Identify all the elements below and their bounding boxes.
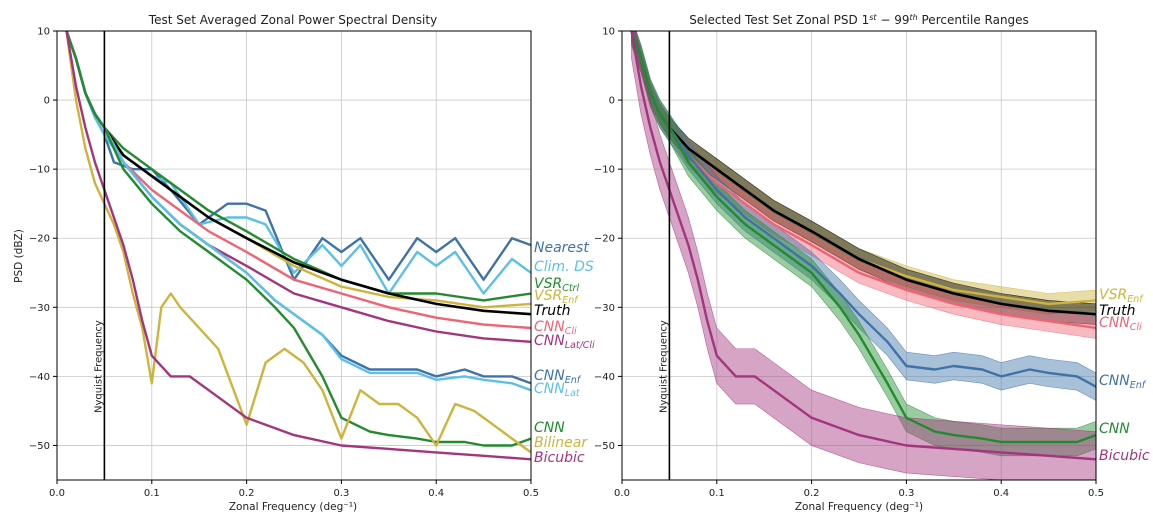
y-tick-label: −40 bbox=[29, 372, 50, 383]
chart-title: Test Set Averaged Zonal Power Spectral D… bbox=[148, 13, 437, 27]
y-tick-label: 0 bbox=[44, 96, 50, 107]
plot-frame bbox=[621, 30, 1097, 481]
chart-left: Test Set Averaged Zonal Power Spectral D… bbox=[13, 13, 595, 513]
nyquist-label: Nyquist Frequency bbox=[658, 320, 669, 413]
series-line-bilinear bbox=[65, 31, 531, 454]
series-line-bicubic bbox=[65, 31, 531, 461]
y-tick-label: −50 bbox=[29, 441, 50, 452]
legend-label-vsr-enf: VSREnf bbox=[1099, 287, 1144, 305]
legend-label-truth: Truth bbox=[1099, 303, 1135, 319]
series-line-cnn bbox=[65, 31, 531, 447]
y-tick-label: −30 bbox=[594, 303, 615, 314]
legend-label-bicubic: Bicubic bbox=[534, 450, 585, 466]
legend-label-cnn: CNN bbox=[534, 420, 565, 436]
legend-label-bicubic: Bicubic bbox=[1099, 448, 1150, 464]
plot-area bbox=[65, 31, 531, 461]
x-tick-label: 0.3 bbox=[898, 488, 914, 499]
x-tick-label: 0.0 bbox=[614, 488, 630, 499]
legend-label-cnn-lat: CNNLat bbox=[534, 381, 581, 399]
legend-label-cnn-cli: CNNCli bbox=[1099, 315, 1142, 333]
x-tick-label: 0.3 bbox=[333, 488, 349, 499]
legend-label-cnn-lat-cli: CNNLat/Cli bbox=[534, 333, 595, 351]
x-tick-label: 0.2 bbox=[804, 488, 820, 499]
legend-label-cnn-enf: CNNEnf bbox=[1099, 373, 1147, 391]
chart-title: Selected Test Set Zonal PSD 1st − 99th P… bbox=[689, 13, 1029, 27]
x-tick-label: 0.1 bbox=[709, 488, 725, 499]
legend-label-truth: Truth bbox=[534, 303, 570, 319]
x-tick-label: 0.4 bbox=[993, 488, 1009, 499]
x-tick-label: 0.5 bbox=[1088, 488, 1104, 499]
series-line-nearest bbox=[65, 31, 531, 281]
x-tick-label: 0.2 bbox=[239, 488, 255, 499]
legend-label-cnn: CNN bbox=[1099, 421, 1130, 437]
chart-right: Selected Test Set Zonal PSD 1st − 99th P… bbox=[594, 13, 1150, 513]
y-tick-label: −40 bbox=[594, 372, 615, 383]
band-cnn bbox=[631, 31, 1096, 457]
x-tick-label: 0.4 bbox=[428, 488, 444, 499]
band-bicubic bbox=[631, 31, 1096, 480]
series-line-cnn bbox=[630, 31, 1096, 444]
series-line-bicubic bbox=[630, 31, 1096, 461]
y-tick-label: 0 bbox=[609, 96, 615, 107]
x-axis-label: Zonal Frequency (deg⁻¹) bbox=[795, 501, 923, 513]
legend-label-vsr-enf: VSREnf bbox=[534, 288, 579, 306]
x-axis-label: Zonal Frequency (deg⁻¹) bbox=[229, 501, 357, 513]
series-line-clim-ds bbox=[65, 31, 531, 295]
series-line-cnn-enf bbox=[65, 31, 531, 385]
y-tick-label: −20 bbox=[29, 234, 50, 245]
nyquist-label: Nyquist Frequency bbox=[93, 320, 104, 413]
x-tick-label: 0.1 bbox=[144, 488, 160, 499]
y-tick-label: 10 bbox=[37, 27, 50, 38]
legend-label-cnn-cli: CNNCli bbox=[534, 319, 577, 337]
grid bbox=[56, 30, 532, 480]
y-tick-label: 10 bbox=[602, 27, 615, 38]
legend-label-nearest: Nearest bbox=[534, 240, 589, 256]
y-tick-label: −10 bbox=[29, 165, 50, 176]
legend-label-bilinear: Bilinear bbox=[534, 435, 588, 451]
legend-label-vsr-ctrl: VSRCtrl bbox=[534, 276, 579, 294]
plot-area bbox=[630, 31, 1096, 480]
x-tick-label: 0.5 bbox=[523, 488, 539, 499]
y-tick-label: −20 bbox=[594, 234, 615, 245]
plot-frame bbox=[56, 30, 532, 481]
y-tick-label: −30 bbox=[29, 303, 50, 314]
x-tick-label: 0.0 bbox=[49, 488, 65, 499]
legend-label-clim-ds: Clim. DS bbox=[534, 259, 594, 275]
legend-label-cnn-enf: CNNEnf bbox=[534, 368, 582, 386]
y-tick-label: −10 bbox=[594, 165, 615, 176]
y-axis-label: PSD (dBZ) bbox=[13, 229, 25, 283]
y-tick-label: −50 bbox=[594, 441, 615, 452]
